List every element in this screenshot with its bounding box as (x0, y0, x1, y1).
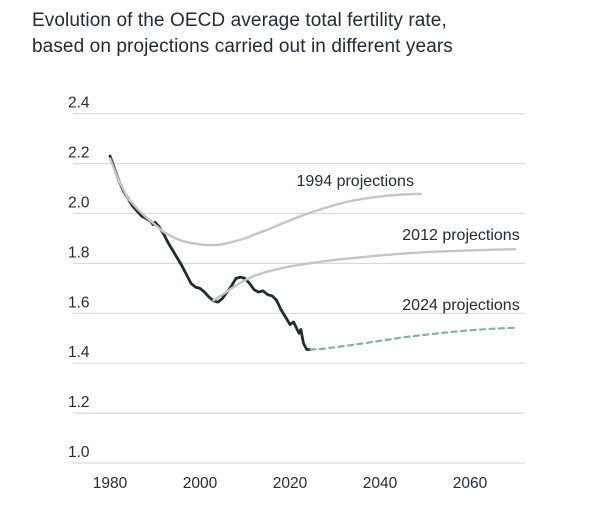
y-tick-label: 1.4 (68, 344, 90, 361)
x-tick-label: 2040 (363, 475, 398, 492)
y-tick-label: 1.6 (68, 294, 90, 311)
chart-title: Evolution of the OECD average total fert… (32, 8, 453, 60)
y-tick-label: 1.2 (68, 394, 90, 411)
chart-title-line2: based on projections carried out in diff… (32, 36, 453, 57)
series-label-projections-2012: 2012 projections (402, 227, 519, 244)
y-tick-label: 1.8 (68, 244, 90, 261)
x-tick-label: 2000 (183, 475, 218, 492)
y-tick-label: 2.0 (68, 195, 90, 212)
chart-title-line1: Evolution of the OECD average total fert… (32, 10, 447, 31)
series-line-projections-1994 (108, 157, 422, 247)
series-line-historical (108, 154, 312, 351)
y-tick-label: 2.2 (68, 145, 90, 162)
y-tick-label: 1.0 (68, 444, 90, 461)
series-line-projections-2024 (309, 326, 517, 351)
x-tick-label: 2060 (453, 475, 488, 492)
series-label-projections-1994: 1994 projections (297, 173, 414, 190)
series-label-projections-2024: 2024 projections (402, 297, 519, 314)
x-tick-label: 1980 (93, 475, 128, 492)
x-tick-label: 2020 (273, 475, 308, 492)
y-tick-label: 2.4 (68, 95, 90, 112)
series-line-projections-2012 (212, 247, 517, 302)
